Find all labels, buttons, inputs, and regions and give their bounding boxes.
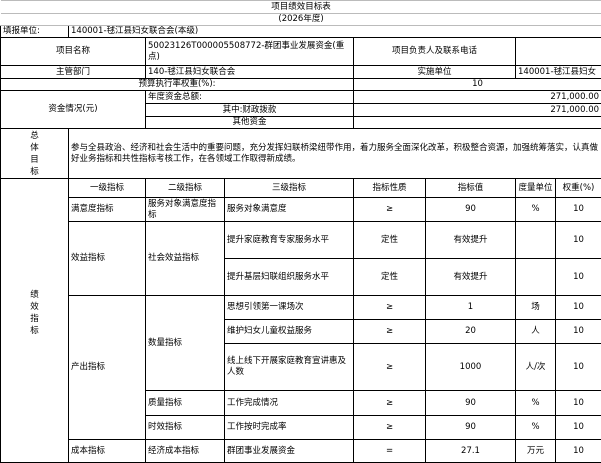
value-cell: 90 — [426, 416, 516, 440]
budget-rate-value: 10 — [354, 79, 601, 91]
l2-cell: 经济成本指标 — [146, 440, 225, 463]
header-weight: 权重(%) — [556, 179, 601, 198]
contact-label: 项目负责人及联系电话 — [354, 38, 516, 66]
unit-cell: 万元 — [516, 440, 556, 463]
l3-cell: 思想引领第一课场次 — [225, 296, 354, 320]
year-label: (2026年度) — [1, 14, 601, 26]
value-cell: 90 — [426, 391, 516, 416]
funds-label: 资金情况(元) — [1, 91, 146, 129]
weight-cell: 10 — [556, 259, 601, 296]
project-name-label: 项目名称 — [1, 38, 146, 66]
l2-cell: 质量指标 — [146, 391, 225, 416]
fiscal-value: 271,000.00 — [354, 104, 601, 117]
impl-value: 140001-毬江县妇女 — [516, 66, 601, 79]
budget-rate-label: 预算执行率权重(%): — [1, 79, 354, 91]
l3-cell: 线上线下开展家庭教育宣讲惠及人数 — [225, 344, 354, 391]
header-l1: 一级指标 — [69, 179, 146, 198]
weight-cell: 10 — [556, 222, 601, 259]
unit-cell: 人/次 — [516, 344, 556, 391]
filing-unit-label: 填报单位: — [1, 26, 69, 38]
l1-cell: 效益指标 — [69, 222, 146, 296]
l3-cell: 提升基层妇联组织服务水平 — [225, 259, 354, 296]
table-row: 满意度指标服务对象满意度指标服务对象满意度≥90%10 — [1, 198, 601, 222]
unit-cell: % — [516, 416, 556, 440]
value-cell: 有效提升 — [426, 259, 516, 296]
weight-cell: 10 — [556, 296, 601, 320]
dept-label: 主管部门 — [1, 66, 146, 79]
weight-cell: 10 — [556, 391, 601, 416]
nature-cell: ≥ — [354, 416, 426, 440]
annual-total-value: 271,000.00 — [354, 91, 601, 104]
unit-cell: 场 — [516, 296, 556, 320]
unit-cell: % — [516, 198, 556, 222]
annual-total-label: 年度资金总额: — [146, 91, 354, 104]
value-cell: 1000 — [426, 344, 516, 391]
l3-cell: 服务对象满意度 — [225, 198, 354, 222]
l3-cell: 维护妇女儿童权益服务 — [225, 320, 354, 344]
unit-cell — [516, 259, 556, 296]
l1-cell: 产出指标 — [69, 296, 146, 440]
nature-cell: 定性 — [354, 259, 426, 296]
header-nature: 指标性质 — [354, 179, 426, 198]
dept-value: 140-毬江县妇女联合会 — [146, 66, 354, 79]
nature-cell: ≥ — [354, 344, 426, 391]
perf-label: 绩效指标 — [30, 289, 40, 337]
l2-cell: 时效指标 — [146, 416, 225, 440]
value-cell: 1 — [426, 296, 516, 320]
nature-cell: = — [354, 440, 426, 463]
filing-unit-value: 140001-毬江县妇女联合会(本级) — [69, 26, 601, 38]
weight-cell: 10 — [556, 416, 601, 440]
impl-label: 实施单位 — [354, 66, 516, 79]
other-label: 其他资金 — [146, 117, 354, 129]
unit-cell: % — [516, 391, 556, 416]
value-cell: 20 — [426, 320, 516, 344]
nature-cell: ≥ — [354, 198, 426, 222]
fiscal-label: 其中:财政拨款 — [146, 104, 354, 117]
nature-cell: ≥ — [354, 296, 426, 320]
header-l2: 二级指标 — [146, 179, 225, 198]
l2-cell: 数量指标 — [146, 296, 225, 391]
other-value — [354, 117, 601, 129]
overall-goal-label: 总体目标 — [30, 130, 40, 178]
overall-goal-text: 参与全县政治、经济和社会生活中的重要问题，充分发挥妇联桥梁纽带作用，着力服务全面… — [69, 129, 601, 179]
l3-cell: 工作完成情况 — [225, 391, 354, 416]
unit-cell — [516, 222, 556, 259]
l2-cell: 社会效益指标 — [146, 222, 225, 296]
l1-cell: 成本指标 — [69, 440, 146, 463]
value-cell: 有效提升 — [426, 222, 516, 259]
value-cell: 90 — [426, 198, 516, 222]
weight-cell: 10 — [556, 198, 601, 222]
project-name-value: 50023126T000005508772-群团事业发展资金(重点) — [146, 38, 354, 66]
nature-cell: 定性 — [354, 222, 426, 259]
l3-cell: 群团事业发展资金 — [225, 440, 354, 463]
nature-cell: ≥ — [354, 320, 426, 344]
header-value: 指标值 — [426, 179, 516, 198]
nature-cell: ≥ — [354, 391, 426, 416]
weight-cell: 10 — [556, 440, 601, 463]
header-unit: 度量单位 — [516, 179, 556, 198]
weight-cell: 10 — [556, 320, 601, 344]
l3-cell: 提升家庭教育专家服务水平 — [225, 222, 354, 259]
header-l3: 三级指标 — [225, 179, 354, 198]
l2-cell: 服务对象满意度指标 — [146, 198, 225, 222]
page-title: 项目绩效目标表 — [1, 1, 601, 14]
unit-cell: 人 — [516, 320, 556, 344]
l3-cell: 工作按时完成率 — [225, 416, 354, 440]
weight-cell: 10 — [556, 344, 601, 391]
contact-value — [516, 38, 601, 66]
l1-cell: 满意度指标 — [69, 198, 146, 222]
value-cell: 27.1 — [426, 440, 516, 463]
